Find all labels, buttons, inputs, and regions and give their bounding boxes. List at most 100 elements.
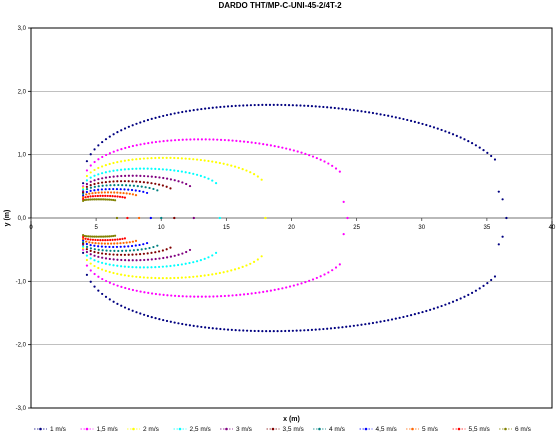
series-8 <box>82 191 141 245</box>
data-point <box>223 328 226 331</box>
data-point <box>146 118 150 122</box>
data-point <box>150 117 153 121</box>
data-point <box>116 131 119 134</box>
data-point <box>104 194 107 197</box>
y-tick-label: 3,0 <box>18 26 27 32</box>
data-point <box>219 327 222 331</box>
data-point <box>112 161 115 165</box>
data-point <box>116 169 119 172</box>
data-point <box>111 238 114 241</box>
data-point <box>192 261 195 264</box>
data-point <box>119 273 123 276</box>
legend-label: 2 m/s <box>143 426 160 433</box>
data-point <box>169 320 172 323</box>
data-point <box>119 245 122 248</box>
data-point <box>258 291 261 294</box>
data-point <box>161 277 164 280</box>
data-point <box>212 295 215 298</box>
data-point <box>128 184 132 187</box>
data-point <box>208 138 211 141</box>
data-point <box>474 144 478 147</box>
data-point <box>308 154 311 157</box>
legend-label: 5 m/s <box>422 426 439 433</box>
data-point <box>139 174 142 177</box>
data-point <box>181 322 184 326</box>
data-point <box>177 111 180 114</box>
data-point <box>177 294 180 298</box>
data-point <box>238 104 241 107</box>
data-point <box>120 174 123 178</box>
data-point <box>333 326 336 330</box>
data-point <box>87 198 90 201</box>
data-point <box>127 253 130 256</box>
data-point <box>100 268 104 271</box>
data-point <box>150 141 154 144</box>
data-point <box>83 198 87 202</box>
data-point <box>108 270 111 274</box>
data-point <box>95 198 98 201</box>
data-point <box>158 257 161 260</box>
data-point <box>227 294 230 297</box>
data-point <box>93 198 96 201</box>
data-point <box>124 184 128 187</box>
data-point <box>161 184 164 187</box>
data-point <box>109 194 112 198</box>
data-point <box>139 290 142 293</box>
legend-marker <box>504 427 507 431</box>
data-point <box>135 311 138 314</box>
data-point <box>157 167 161 171</box>
series-10 <box>82 198 119 238</box>
data-point <box>123 196 127 199</box>
data-point <box>252 173 256 176</box>
data-point <box>173 321 176 324</box>
legend-label: 3 m/s <box>236 426 253 433</box>
data-point <box>226 270 229 273</box>
data-point <box>180 263 183 266</box>
data-point <box>146 252 149 255</box>
data-point <box>432 307 436 310</box>
data-point <box>356 324 359 327</box>
data-point <box>113 195 117 198</box>
data-point <box>93 254 96 257</box>
data-point <box>308 279 311 282</box>
data-point <box>327 162 330 165</box>
data-point <box>425 123 428 127</box>
data-point <box>116 264 119 267</box>
data-point <box>448 131 451 134</box>
data-point <box>85 240 88 243</box>
data-point <box>323 160 326 163</box>
data-point <box>154 257 157 261</box>
data-point <box>368 322 371 325</box>
data-point <box>116 284 119 287</box>
data-point <box>215 106 218 109</box>
data-point <box>180 170 183 173</box>
data-point <box>269 144 272 147</box>
data-point <box>100 198 104 201</box>
data-point <box>89 262 92 265</box>
data-point <box>413 120 416 123</box>
data-point <box>119 180 123 183</box>
data-point <box>82 237 85 240</box>
data-point <box>188 324 191 327</box>
data-point <box>82 197 85 201</box>
data-point <box>230 269 233 272</box>
data-point <box>127 245 130 248</box>
data-point <box>100 188 104 191</box>
data-point <box>196 108 199 111</box>
data-point <box>254 291 257 295</box>
data-point <box>459 136 462 139</box>
data-point <box>89 186 93 189</box>
data-point <box>233 165 237 168</box>
y-tick-label: 2,0 <box>18 89 27 95</box>
data-point <box>120 304 123 307</box>
data-point <box>82 192 85 196</box>
legend-marker <box>39 427 42 431</box>
data-point <box>463 295 466 298</box>
data-point <box>252 260 256 263</box>
legend-label: 2,5 m/s <box>190 426 212 433</box>
data-point <box>94 238 97 242</box>
data-point <box>387 319 390 322</box>
data-point <box>97 178 100 181</box>
data-point <box>104 269 107 272</box>
data-point <box>104 262 107 265</box>
